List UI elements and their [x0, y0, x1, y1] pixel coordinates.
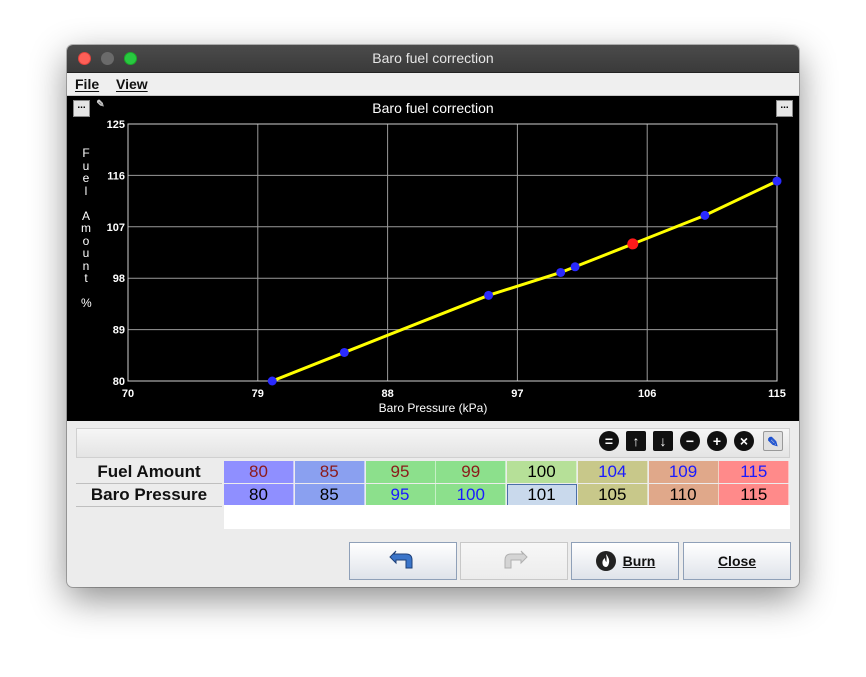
series-line: [271, 179, 778, 383]
burn-flame-icon: [595, 551, 616, 571]
y-axis-label: F u e l A m o u n t %: [81, 146, 92, 310]
table-cell[interactable]: 115: [719, 461, 790, 483]
table-cell[interactable]: 80: [224, 484, 294, 506]
x-tick-label: 79: [252, 388, 264, 400]
baro-fuel-correction-window: Baro fuel correction File View ... ✎ Bar…: [67, 45, 799, 587]
table-cell[interactable]: 105: [577, 484, 648, 506]
table-cell[interactable]: 104: [577, 461, 648, 483]
close-window-button[interactable]: [78, 52, 91, 65]
table-empty-area: [224, 505, 790, 529]
x-axis-label: Baro Pressure (kPa): [378, 401, 488, 415]
row-label: Baro Pressure: [76, 484, 222, 507]
plus-icon[interactable]: +: [707, 431, 727, 451]
burn-label: Burn: [622, 553, 656, 569]
table-cell[interactable]: 100: [436, 484, 507, 506]
table-cell[interactable]: 115: [719, 484, 790, 506]
times-icon[interactable]: ×: [734, 431, 754, 451]
redo-icon: [504, 550, 528, 569]
menu-bar: File View: [67, 73, 799, 96]
table-cell[interactable]: 95: [365, 484, 436, 506]
menu-view[interactable]: View: [116, 76, 148, 92]
window-title: Baro fuel correction: [372, 50, 494, 66]
table-cell[interactable]: 85: [294, 484, 365, 506]
table-cell[interactable]: 110: [648, 484, 719, 506]
data-point: [556, 267, 566, 277]
selected-data-point: [627, 238, 639, 250]
chart-panel: ... ✎ Baro fuel correction ... F u e l A…: [67, 96, 799, 421]
y-tick-label: 116: [107, 170, 125, 182]
zoom-window-button[interactable]: [124, 52, 137, 65]
arrow-down-icon[interactable]: ↓: [653, 431, 673, 451]
equals-icon[interactable]: =: [599, 431, 619, 451]
table-cell[interactable]: 101: [507, 484, 577, 506]
plot-border: [127, 123, 778, 382]
title-bar: Baro fuel correction: [67, 45, 799, 73]
minimize-window-button[interactable]: [101, 52, 114, 65]
table-cell[interactable]: 99: [436, 461, 507, 483]
undo-button[interactable]: [349, 542, 457, 580]
data-point: [339, 347, 349, 357]
redo-button[interactable]: [460, 542, 568, 580]
y-tick-label: 125: [107, 119, 125, 131]
chart-plot[interactable]: 70 79 88 97 106 115 80 89 98 107 116 125: [67, 96, 799, 421]
x-tick-label: 97: [511, 388, 523, 400]
x-tick-label: 106: [638, 388, 656, 400]
chart-settings-icon[interactable]: ✎: [96, 99, 105, 110]
edit-pen-icon[interactable]: ✎: [763, 431, 783, 451]
x-tick-label: 70: [122, 388, 134, 400]
burn-button[interactable]: Burn: [571, 542, 679, 580]
y-tick-label: 107: [107, 222, 125, 234]
y-tick-label: 80: [113, 376, 125, 388]
chart-title: Baro fuel correction: [372, 100, 494, 116]
arrow-up-icon[interactable]: ↑: [626, 431, 646, 451]
row-label: Fuel Amount: [76, 461, 222, 484]
data-point: [570, 262, 580, 272]
close-label: Close: [717, 553, 757, 569]
x-tick-label: 88: [381, 388, 393, 400]
table-cell[interactable]: 80: [224, 461, 294, 483]
x-tick-label: 115: [768, 388, 786, 400]
table-cell[interactable]: 100: [507, 461, 577, 483]
undo-icon: [389, 550, 413, 569]
data-point: [772, 176, 782, 186]
table-cell[interactable]: 95: [365, 461, 436, 483]
menu-file[interactable]: File: [75, 76, 100, 92]
data-point: [484, 290, 494, 300]
y-tick-label: 98: [113, 273, 125, 285]
table-cell[interactable]: 109: [648, 461, 719, 483]
minus-icon[interactable]: −: [680, 431, 700, 451]
chart-options-right-button[interactable]: ...: [776, 100, 793, 117]
data-point: [267, 376, 277, 386]
close-button[interactable]: Close: [683, 542, 791, 580]
table-cell[interactable]: 85: [294, 461, 365, 483]
chart-options-left-button[interactable]: ...: [73, 100, 90, 117]
data-point: [700, 210, 710, 220]
y-tick-label: 89: [113, 325, 125, 337]
